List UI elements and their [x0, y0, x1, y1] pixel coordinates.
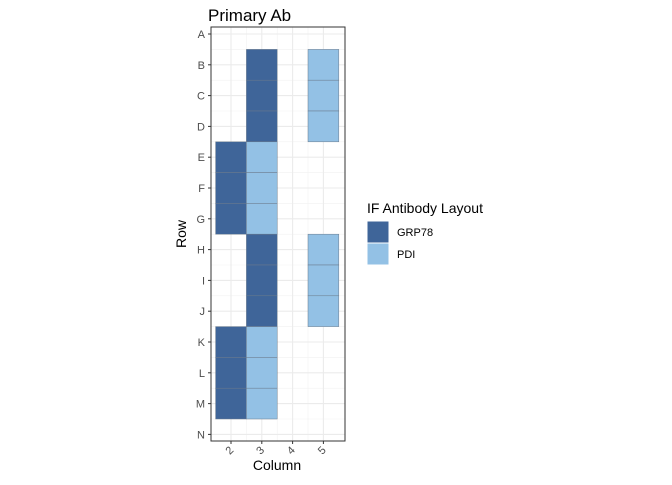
heatmap-cell [307, 295, 340, 327]
legend-key [366, 220, 390, 244]
legend-title: IF Antibody Layout [367, 200, 483, 216]
heatmap-cell [246, 295, 278, 327]
heatmap-cell [246, 233, 278, 266]
heatmap-cell [307, 79, 340, 112]
legend-label: GRP78 [397, 227, 433, 239]
heatmap-cell [307, 233, 340, 266]
heatmap-cell [246, 110, 278, 143]
plot-area: A B C D E F G H I J K L M N 2 3 4 5 [196, 26, 346, 457]
y-tick-label: C [197, 91, 205, 103]
heatmap-cell [215, 326, 247, 358]
y-tick-label: B [198, 60, 205, 72]
legend: IF Antibody Layout GRP78 PDI [366, 200, 483, 266]
heatmap-cell [215, 141, 247, 173]
heatmap-cell [246, 49, 278, 81]
heatmap-cell [307, 264, 340, 297]
heatmap-cell [215, 387, 247, 420]
x-axis-title: Column [253, 457, 301, 473]
heatmap-cell [215, 172, 247, 204]
heatmap-cell [246, 79, 278, 112]
y-tick-label: L [199, 368, 205, 380]
heatmap-cell [307, 110, 340, 143]
heatmap-cell [246, 172, 278, 204]
heatmap-cell [246, 264, 278, 297]
y-tick-label: M [196, 399, 205, 411]
heatmap-cell [246, 387, 278, 420]
y-tick-label: K [198, 337, 206, 349]
y-tick-label: F [198, 183, 205, 195]
y-tick-label: G [196, 214, 205, 226]
legend-key [366, 242, 390, 266]
y-tick-label: D [197, 121, 205, 133]
x-tick-label: 2 [223, 444, 236, 457]
heatmap-cell [215, 203, 247, 235]
heatmap-cell [246, 141, 278, 173]
y-tick-label: J [200, 306, 206, 318]
y-axis-title: Row [173, 219, 189, 248]
heatmap-cell [246, 203, 278, 235]
heatmap-cell [215, 357, 247, 389]
heatmap-cell [246, 357, 278, 389]
x-tick-label: 3 [254, 444, 267, 457]
y-tick-label: E [198, 152, 205, 164]
panel-border [210, 26, 346, 442]
x-tick-label: 4 [285, 444, 298, 457]
y-tick-label: H [197, 245, 205, 257]
y-tick-label: N [197, 429, 205, 441]
legend-label: PDI [397, 249, 415, 261]
x-tick-label: 5 [316, 444, 329, 457]
y-tick-label: A [198, 29, 206, 41]
heatmap-cell [246, 326, 278, 358]
y-tick-label: I [202, 275, 205, 287]
heatmap-cell [307, 49, 340, 81]
chart-title: Primary Ab [208, 6, 291, 25]
